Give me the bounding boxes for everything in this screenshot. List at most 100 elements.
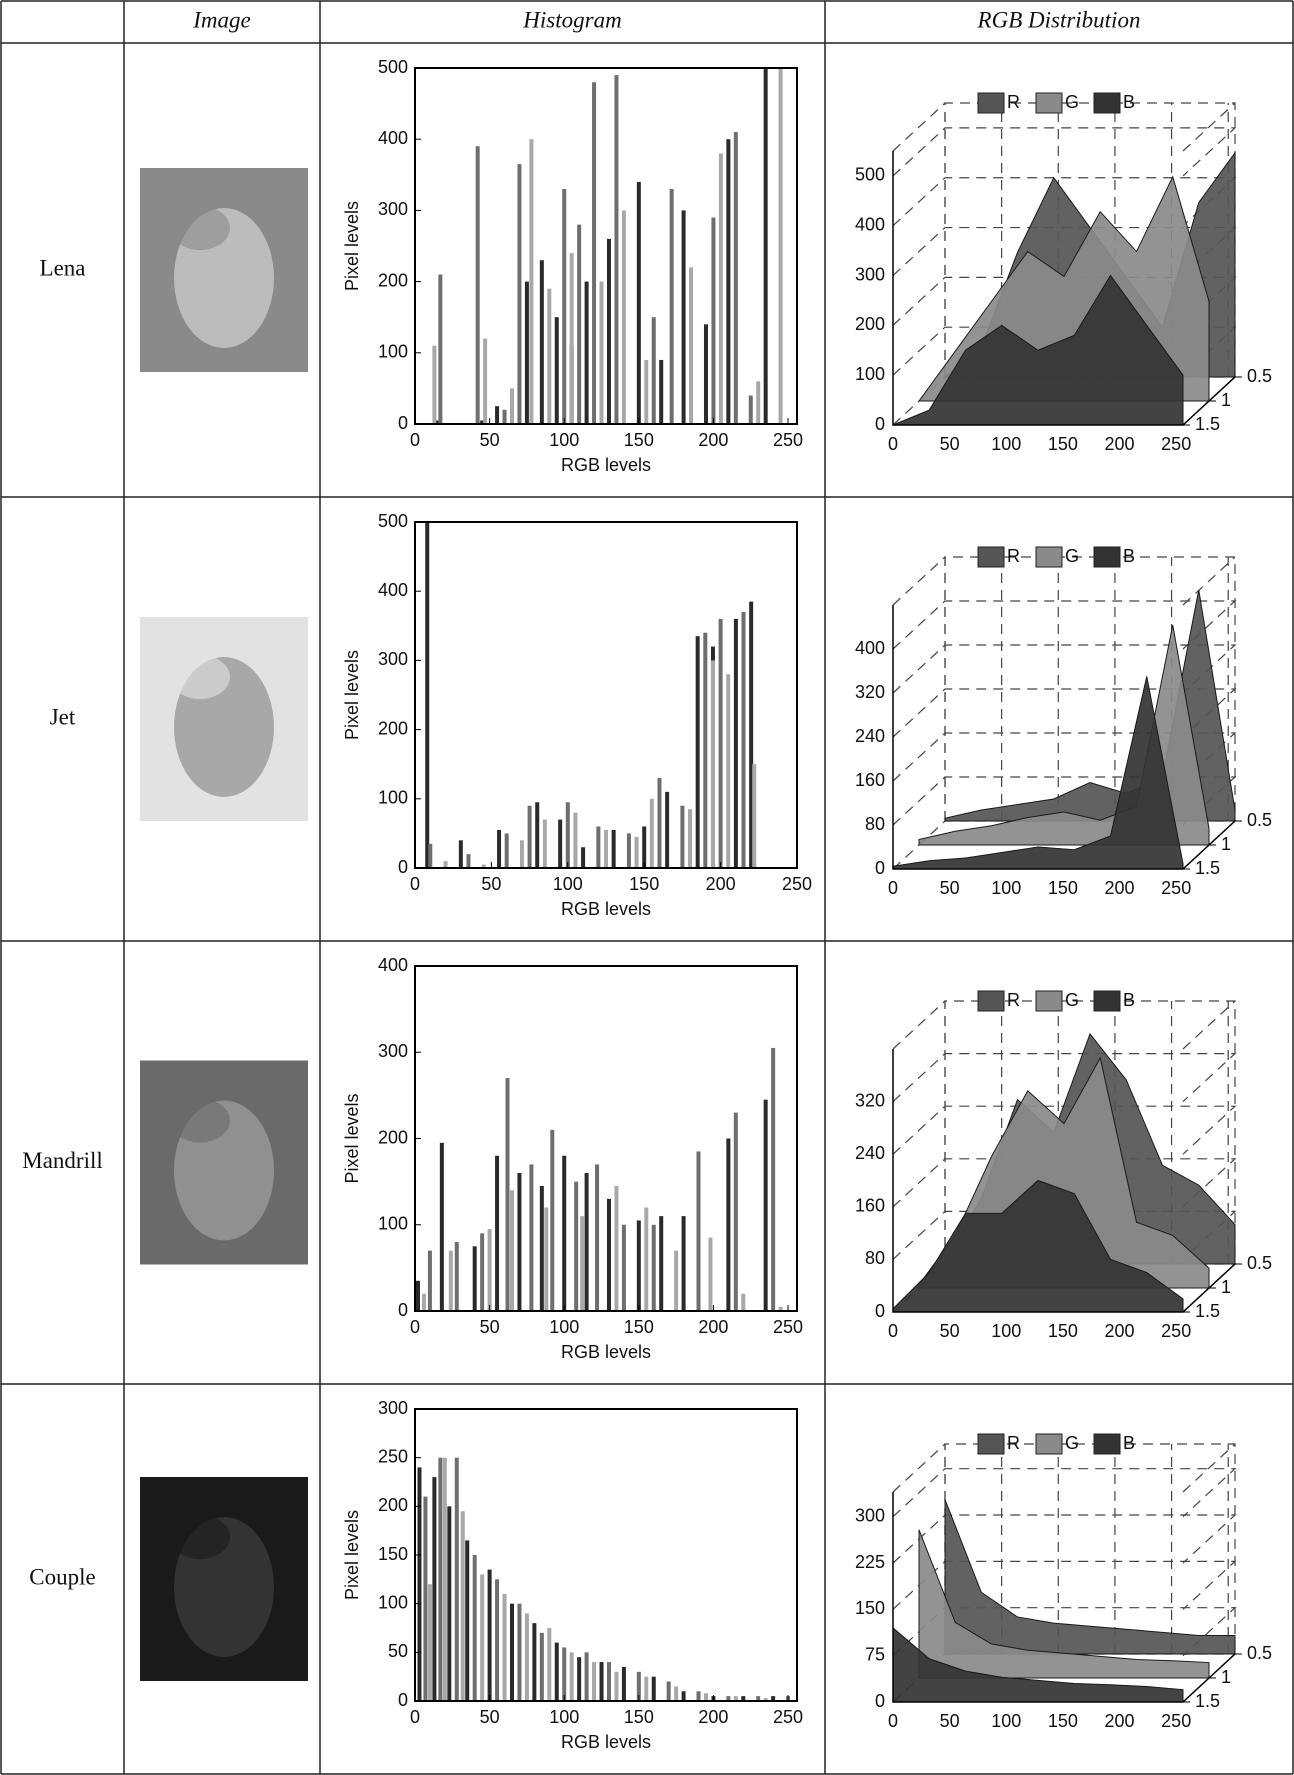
x-tick-label: 250 [1161, 434, 1191, 454]
bar [540, 260, 544, 424]
bar [529, 139, 533, 424]
x-tick-label: 150 [624, 1707, 654, 1727]
bar [644, 1208, 648, 1312]
box-edge [893, 1001, 945, 1049]
x-tick-label: 0 [410, 430, 420, 450]
x-tick-label: 150 [1048, 1321, 1078, 1341]
bar [749, 396, 753, 424]
y-tick-label: 100 [378, 1592, 408, 1612]
y-tick-label: 200 [378, 1495, 408, 1515]
bar [592, 82, 596, 424]
photo-detail [170, 1099, 230, 1143]
bar [555, 1643, 559, 1701]
bar [650, 799, 654, 868]
bar [438, 1458, 442, 1701]
bar [558, 820, 562, 868]
bar [540, 1633, 544, 1701]
bar [547, 1628, 551, 1701]
bar [466, 854, 470, 868]
bar [574, 1182, 578, 1311]
x-tick-label: 100 [549, 430, 579, 450]
bar [600, 1662, 604, 1701]
y-tick-label: 500 [378, 511, 408, 531]
legend-label: B [1123, 546, 1135, 566]
bar [667, 1682, 671, 1701]
bar [659, 360, 663, 424]
bar [696, 636, 700, 868]
bar [506, 1078, 510, 1311]
z-tick-label: 160 [855, 1196, 885, 1216]
bar [455, 1242, 459, 1311]
legend-label: R [1007, 1433, 1020, 1453]
bar [604, 830, 608, 868]
x-tick-label: 0 [888, 1711, 898, 1731]
bar [465, 1540, 469, 1701]
x-axis-label: RGB levels [561, 1342, 651, 1362]
bar [670, 189, 674, 424]
bar [752, 764, 756, 868]
x-tick-label: 200 [1105, 434, 1135, 454]
y-tick-label: 0.5 [1247, 1253, 1272, 1273]
legend-swatch [978, 991, 1004, 1011]
legend-swatch [978, 547, 1004, 567]
y-tick-label: 0 [398, 857, 408, 877]
z-tick-label: 160 [855, 770, 885, 790]
bar [614, 1186, 618, 1311]
bar [585, 1173, 589, 1311]
bar [581, 847, 585, 868]
x-tick-label: 200 [698, 1317, 728, 1337]
bar [528, 806, 532, 868]
row-label: Lena [40, 255, 86, 280]
z-tick-label: 0 [875, 1691, 885, 1711]
x-tick-label: 200 [706, 874, 736, 894]
bar [688, 809, 692, 868]
bar [659, 1216, 663, 1311]
bar [476, 146, 480, 424]
y-tick-label: 300 [378, 649, 408, 669]
y-tick-label: 300 [378, 1041, 408, 1061]
z-tick-label: 75 [865, 1644, 885, 1664]
bar [771, 1048, 775, 1311]
bar [416, 1281, 420, 1311]
bar [550, 1130, 554, 1311]
x-tick-label: 200 [698, 1707, 728, 1727]
x-tick-label: 50 [480, 1317, 500, 1337]
y-tick-label: 1.5 [1195, 414, 1220, 434]
y-tick-label: 400 [378, 955, 408, 975]
bar [652, 317, 656, 424]
z-tick-label: 400 [855, 214, 885, 234]
bar [756, 381, 760, 424]
x-tick-label: 50 [481, 874, 501, 894]
bar [657, 778, 661, 868]
bar [580, 1216, 584, 1311]
bar [459, 840, 463, 868]
grid-line [893, 1054, 1235, 1102]
bar [595, 1164, 599, 1311]
x-tick-label: 250 [773, 1317, 803, 1337]
y-tick-label: 0 [398, 413, 408, 433]
bar [461, 1511, 465, 1701]
box-edge [893, 557, 945, 605]
x-tick-label: 100 [991, 434, 1021, 454]
bar [440, 1143, 444, 1311]
z-tick-label: 200 [855, 314, 885, 334]
bar [555, 317, 559, 424]
legend-swatch [978, 93, 1004, 113]
x-tick-label: 50 [940, 878, 960, 898]
y-axis-label: Pixel levels [342, 201, 362, 291]
z-tick-label: 0 [875, 858, 885, 878]
z-tick-label: 400 [855, 638, 885, 658]
legend-label: G [1065, 1433, 1079, 1453]
bar [483, 339, 487, 424]
bar [622, 210, 626, 424]
z-tick-label: 500 [855, 165, 885, 185]
bar [726, 139, 730, 424]
grid-line [893, 128, 1235, 176]
z-tick-label: 100 [855, 364, 885, 384]
x-axis-label: RGB levels [561, 899, 651, 919]
y-tick-label: 1 [1221, 834, 1231, 854]
box-edge [1183, 1444, 1235, 1492]
column-header: Histogram [522, 7, 621, 32]
legend-label: R [1007, 546, 1020, 566]
y-tick-label: 200 [378, 270, 408, 290]
